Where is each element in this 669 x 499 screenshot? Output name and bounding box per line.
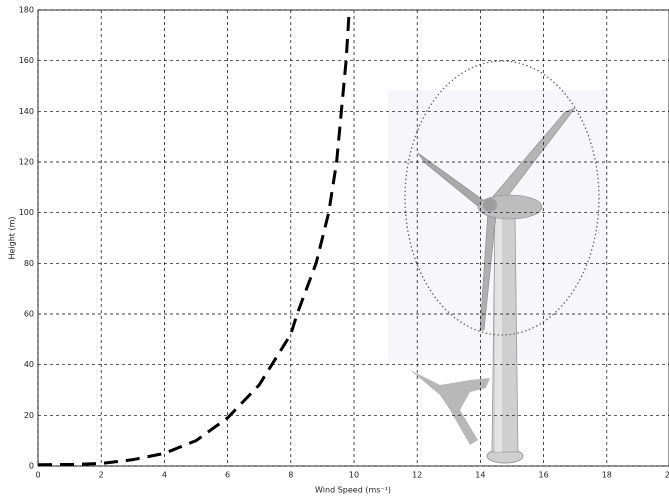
y-tick-label: 40 (24, 360, 34, 369)
y-tick-label: 140 (19, 107, 34, 116)
chart: Wind Speed (ms⁻¹) Height (m) 02040608010… (0, 0, 669, 499)
y-tick-label: 100 (19, 208, 34, 217)
x-tick-label: 16 (539, 471, 549, 480)
data-line (38, 10, 349, 465)
x-tick-label: 12 (412, 471, 422, 480)
x-tick-label: 14 (475, 471, 485, 480)
x-tick-label: 20 (665, 471, 669, 480)
x-tick-label: 2 (99, 471, 104, 480)
x-tick-label: 8 (288, 471, 293, 480)
y-tick-label: 20 (24, 411, 34, 420)
y-tick-label: 180 (19, 6, 34, 15)
turbine-illustration (388, 61, 608, 463)
y-tick-label: 0 (29, 462, 34, 471)
x-tick-label: 6 (225, 471, 230, 480)
x-tick-label: 0 (35, 471, 40, 480)
y-tick-label: 80 (24, 259, 34, 268)
page: {"chart_data": {"type": "line", "xlabel"… (0, 0, 669, 499)
y-axis-label: Height (m) (8, 216, 17, 259)
x-tick-label: 4 (162, 471, 167, 480)
y-tick-label: 60 (24, 310, 34, 319)
x-axis-label: Wind Speed (ms⁻¹) (315, 486, 391, 495)
y-tick-label: 160 (19, 56, 34, 65)
x-tick-label: 10 (349, 471, 359, 480)
x-tick-label: 18 (602, 471, 612, 480)
y-tick-label: 120 (19, 158, 34, 167)
